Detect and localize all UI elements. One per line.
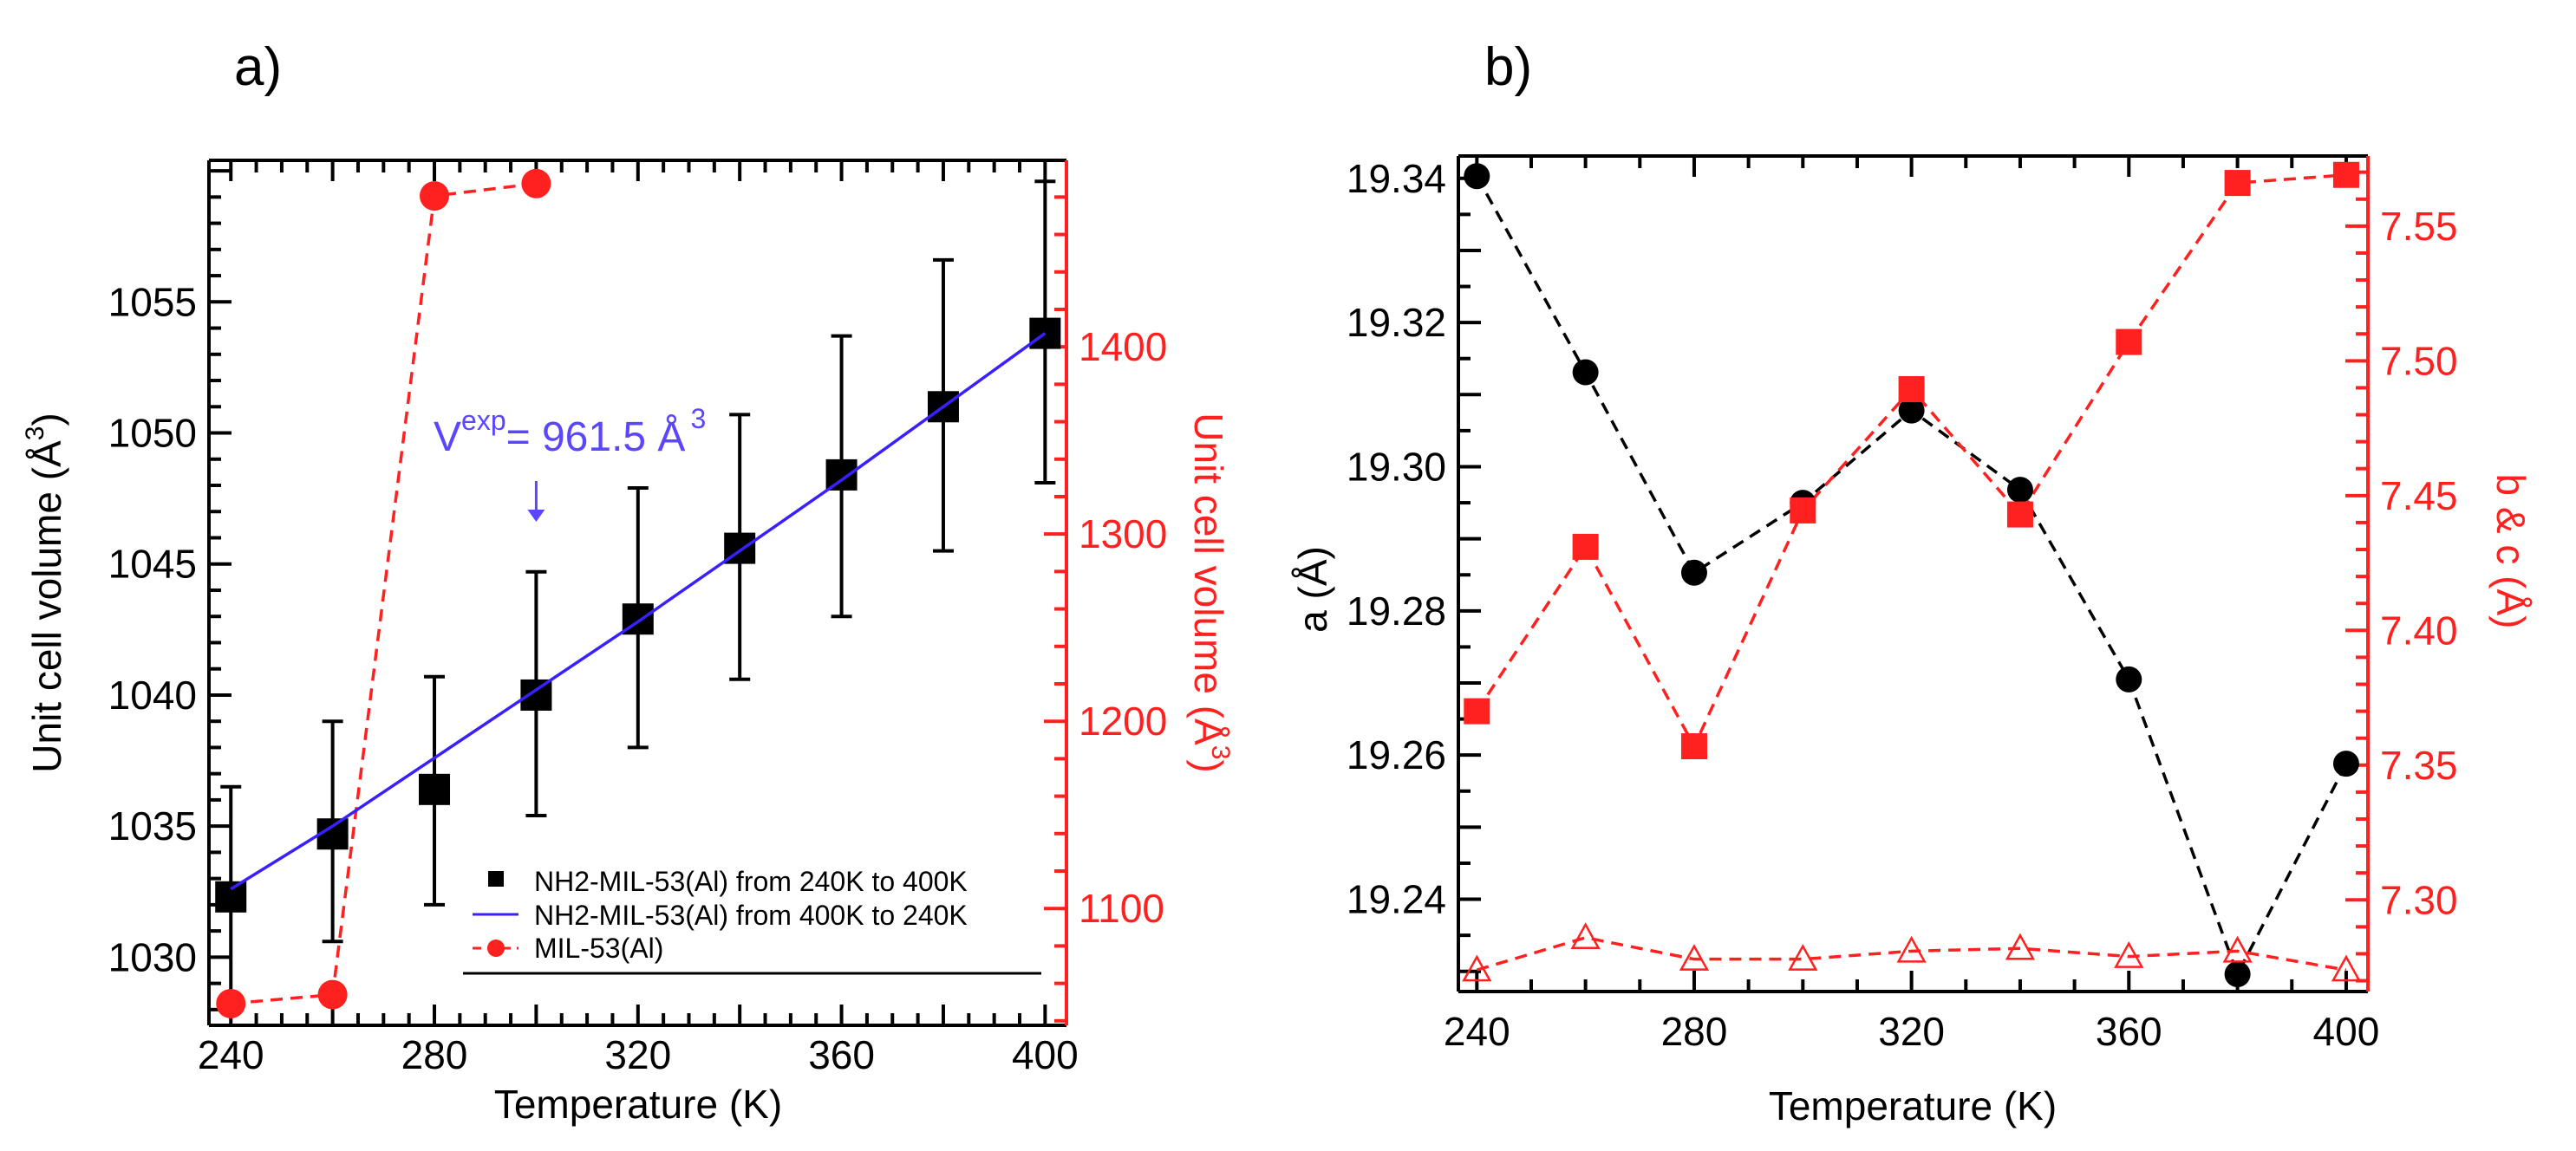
panel-a-ylabel: Unit cell volume (Å3) <box>21 413 69 772</box>
y-tick-label-right: 7.40 <box>2380 608 2458 653</box>
a-point <box>2116 666 2142 693</box>
c-point <box>2331 954 2362 982</box>
heating-point <box>825 458 858 491</box>
x-tick-label: 320 <box>1878 1009 1945 1054</box>
c-point <box>2114 941 2144 968</box>
panel-a-axes: 240 280 320 360 400 1030 1035 1040 1045 1050 1055 1… <box>108 159 1167 1077</box>
mil53-point <box>420 181 450 211</box>
y-tick-label-left: 1030 <box>108 934 197 979</box>
legend-entry-1: NH2-MIL-53(Al) from 240K to 400K <box>534 866 968 897</box>
mil53-point <box>317 979 348 1010</box>
x-tick-label: 400 <box>2313 1009 2380 1054</box>
c-point <box>1788 944 1818 971</box>
panel-b-axes: 240 280 320 360 400 19.24 19.26 19.28 19.30 19.32… <box>1347 154 2458 1054</box>
x-tick-label: 400 <box>1012 1032 1079 1077</box>
c-point <box>1462 954 1492 982</box>
b-line <box>1475 173 2347 750</box>
y-tick-label-left: 1045 <box>108 542 197 587</box>
heating-point <box>419 773 451 805</box>
y-tick-label-right: 7.35 <box>2380 743 2458 788</box>
legend-entry-2: NH2-MIL-53(Al) from 400K to 240K <box>534 900 968 931</box>
x-tick-label: 280 <box>401 1032 468 1077</box>
y-tick-label-left: 1040 <box>108 673 197 718</box>
panel-a-label: a) <box>234 37 282 97</box>
panel-b-xlabel: Temperature (K) <box>1769 1083 2057 1128</box>
cooling-line <box>230 332 1047 891</box>
x-tick-label: 320 <box>604 1032 671 1077</box>
legend-entry-3: MIL-53(Al) <box>534 933 663 964</box>
panel-b: b) 240 280 320 360 400 19.24 19.26 19.28 19.30 19… <box>1290 37 2534 1128</box>
panel-a-marks <box>215 168 1061 1018</box>
panel-a-xlabel: Temperature (K) <box>494 1082 782 1127</box>
c-point <box>1896 935 1927 963</box>
panel-a-y2label: Unit cell volume (Å3) <box>1186 413 1235 772</box>
c-line <box>1476 936 2347 972</box>
y-tick-label-left: 1055 <box>108 279 197 324</box>
y-tick-label-right: 7.45 <box>2380 473 2458 518</box>
a-point <box>1464 163 1490 190</box>
panel-b-y2label: b & c (Å) <box>2488 474 2534 629</box>
heating-point <box>215 881 247 913</box>
legend-square-marker <box>488 871 504 887</box>
c-point <box>2005 933 2036 960</box>
panel-b-ylabel: a (Å) <box>1290 546 1335 633</box>
mil53-point <box>521 168 551 198</box>
y-tick-label-left: 19.30 <box>1347 444 1446 489</box>
y-tick-label-right: 1300 <box>1079 511 1167 556</box>
panel-a: a) 240 280 320 360 400 1030 1035 1040 1045 1050 10… <box>21 37 1235 1127</box>
b-point <box>1680 733 1707 760</box>
a-point <box>1572 359 1599 386</box>
x-tick-label: 240 <box>1444 1009 1510 1054</box>
y-tick-label-left: 19.32 <box>1347 300 1446 345</box>
y-tick-label-right: 1100 <box>1079 886 1164 931</box>
arrowhead-icon <box>527 510 545 522</box>
b-point <box>1790 497 1816 523</box>
y-tick-label-left: 19.34 <box>1347 156 1446 201</box>
b-point <box>2006 501 2033 528</box>
b-point <box>1898 375 1925 402</box>
legend-red-circle <box>487 940 505 957</box>
a-point <box>1680 559 1707 586</box>
b-point <box>1464 698 1490 725</box>
y-tick-label-right: 1400 <box>1079 324 1167 369</box>
y-tick-label-left: 19.28 <box>1347 589 1446 634</box>
c-point <box>1679 944 1710 971</box>
y-tick-label-right: 7.55 <box>2380 204 2458 249</box>
panel-a-legend: NH2-MIL-53(Al) from 240K to 400K NH2-MIL… <box>463 866 1041 975</box>
y-tick-label-right: 7.50 <box>2380 338 2458 383</box>
y-tick-label-left: 19.26 <box>1347 732 1446 777</box>
x-tick-label: 360 <box>2096 1009 2162 1054</box>
a-point <box>2006 477 2033 504</box>
panel-b-marks <box>1462 161 2362 988</box>
x-tick-label: 240 <box>198 1032 264 1077</box>
y-tick-label-left: 1035 <box>108 803 197 849</box>
a-point <box>2224 961 2251 988</box>
y-tick-label-left: 19.24 <box>1347 877 1446 922</box>
y-tick-label-left: 1050 <box>108 411 197 456</box>
c-point <box>2222 935 2253 963</box>
y-tick-label-right: 7.30 <box>2380 877 2458 922</box>
x-tick-label: 280 <box>1661 1009 1728 1054</box>
a-point <box>1898 397 1925 424</box>
mil53-line <box>231 182 537 1005</box>
panel-b-label: b) <box>1484 37 1532 97</box>
a-point <box>2332 751 2359 777</box>
b-point <box>1572 533 1599 560</box>
b-point <box>2332 161 2359 188</box>
mil53-point <box>216 988 246 1018</box>
y-tick-label-right: 1200 <box>1079 699 1167 744</box>
b-point <box>2224 170 2251 197</box>
c-point <box>1570 922 1601 950</box>
x-tick-label: 360 <box>808 1032 875 1077</box>
b-point <box>2116 328 2142 355</box>
a-line <box>1475 175 2348 979</box>
